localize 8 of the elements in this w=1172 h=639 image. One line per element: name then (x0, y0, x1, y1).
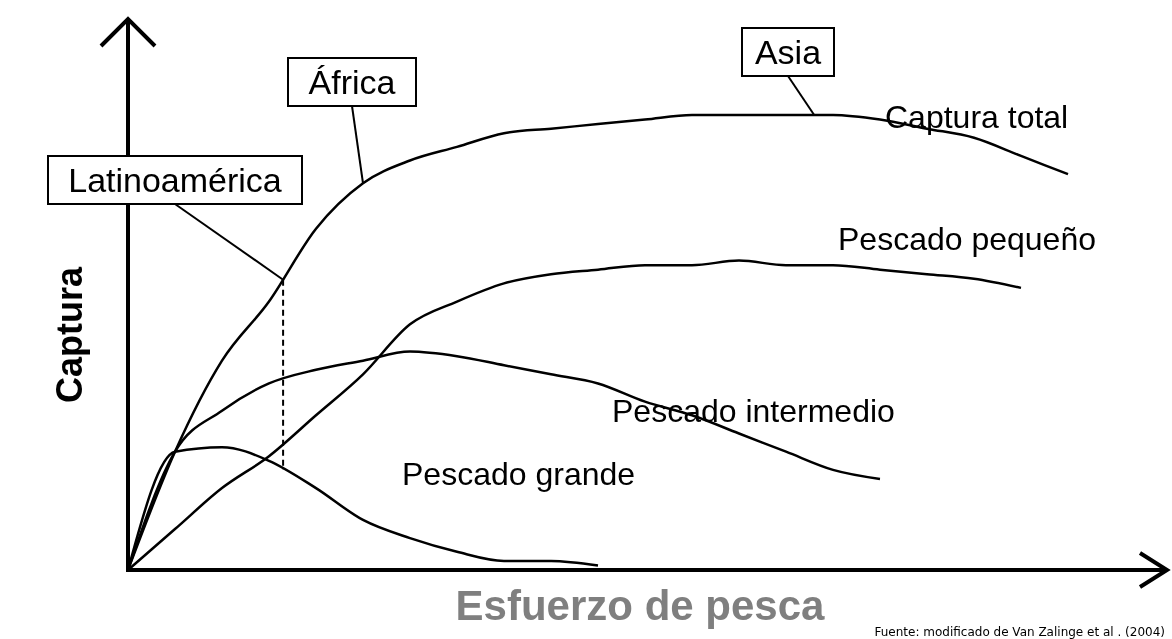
annotation: Latinoamérica (68, 161, 282, 199)
legend-label: Captura total (885, 99, 1069, 135)
y-axis-title: Captura (49, 266, 90, 404)
x-axis-title: Esfuerzo de pesca (455, 582, 826, 629)
callout-box: África (287, 57, 417, 185)
series-label: Pescado grande (402, 456, 636, 492)
source-note: Fuente: modificado de Van Zalinge et al . (2004) (874, 625, 1165, 639)
series-label: Pescado pequeño (838, 221, 1096, 257)
